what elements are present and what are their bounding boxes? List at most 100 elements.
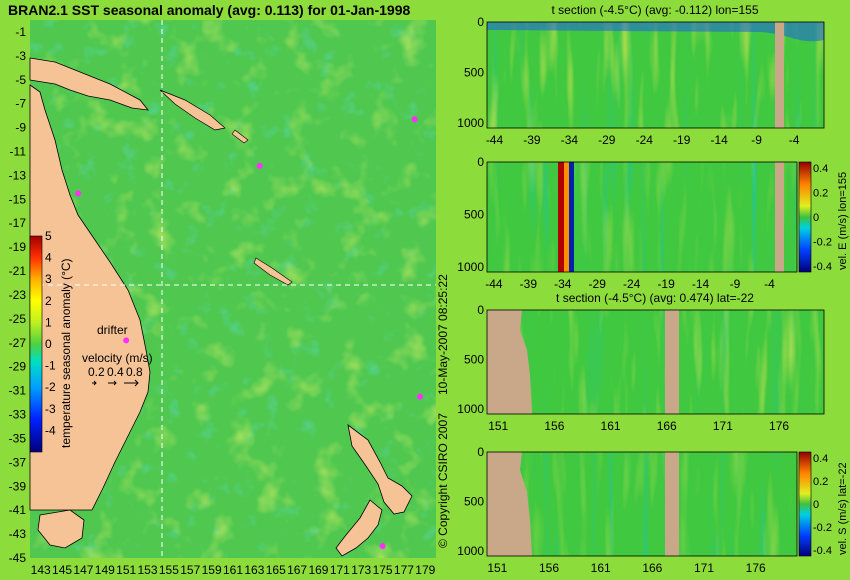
sst-colorbar-tick: 5 <box>45 229 52 243</box>
section-x-tick: -4 <box>789 133 800 147</box>
vel-colorbar-tick: -0.4 <box>813 545 832 557</box>
new-zealand-north-landmass <box>347 424 413 515</box>
section-x-tick: -4 <box>764 277 775 291</box>
sst-colorbar-tick: 4 <box>45 251 52 265</box>
section-x-tick: 151 <box>488 419 508 433</box>
section-y-tick: 0 <box>477 155 484 169</box>
map-x-tick-label: 165 <box>266 563 286 577</box>
drifter-marker <box>75 190 82 197</box>
map-y-tick-label: -11 <box>10 145 27 159</box>
new-britain-landmass <box>159 89 226 131</box>
drifter-marker <box>123 337 130 344</box>
map-y-tick-label: -25 <box>9 312 27 326</box>
section-x-tick: -14 <box>692 277 710 291</box>
section-x-tick: 176 <box>769 419 789 433</box>
section-x-tick: -34 <box>554 277 572 291</box>
map-y-tick-label: -37 <box>9 455 27 469</box>
map-x-ticks: 143 145 147 149 151 153 155 157 159 161 163 165 167 1… <box>31 563 436 577</box>
t-section-lon-land <box>775 22 784 128</box>
map-y-tick-label: -41 <box>9 503 27 517</box>
map-y-tick-label: -43 <box>9 527 27 541</box>
velocity-tick-1: 0.2 <box>88 365 105 379</box>
vel-colorbar-tick: -0.4 <box>813 261 832 273</box>
sst-colorbar-tick: 2 <box>45 294 52 308</box>
map-x-tick-label: 147 <box>73 563 93 577</box>
t-section-lat-title: t section (-4.5°C) (avg: 0.474) lat=-22 <box>556 291 754 305</box>
map-y-tick-label: -23 <box>9 288 27 302</box>
map-legend: drifter velocity (m/s) 0.2 0.4 0.8 <box>82 323 153 387</box>
section-x-tick: -39 <box>520 277 538 291</box>
timestamp-text: 10-May-2007 08:25:22 <box>436 274 450 395</box>
vel-colorbar-tick: 0.4 <box>813 163 828 175</box>
section-x-tick: 166 <box>642 561 662 575</box>
map-y-tick-label: -1 <box>15 25 26 39</box>
map-y-tick-label: -39 <box>9 479 27 493</box>
section-x-tick: 156 <box>544 419 564 433</box>
map-x-tick-label: 179 <box>415 563 435 577</box>
australia-landmass <box>29 84 151 511</box>
vel-colorbar-tick: 0.2 <box>813 188 828 200</box>
t-section-lon-panel: t section (-4.5°C) (avg: -0.112) lon=155 <box>486 3 825 129</box>
map-x-tick-label: 171 <box>330 563 350 577</box>
map-y-tick-label: -21 <box>9 264 27 278</box>
section-x-tick: -44 <box>486 133 504 147</box>
drifter-label: drifter <box>97 323 128 337</box>
sst-colorbar-tick: -3 <box>45 402 56 416</box>
map-x-tick-label: 153 <box>138 563 158 577</box>
section-y-tick: 500 <box>464 65 484 79</box>
t-section-lat-land <box>487 310 532 414</box>
section-x-tick: 166 <box>657 419 677 433</box>
t-section-lat-panel: t section (-4.5°C) (avg: 0.474) lat=-22 <box>486 291 825 415</box>
section-y-tick: 1000 <box>457 116 484 130</box>
section-x-tick: 151 <box>487 561 507 575</box>
section-y-tick: 500 <box>464 353 484 367</box>
drifter-marker <box>416 393 423 400</box>
vel-colorbar-tick: -0.2 <box>813 522 832 534</box>
section-x-tick: 161 <box>601 419 621 433</box>
section-x-tick: 161 <box>591 561 611 575</box>
section-x-tick: -9 <box>751 133 762 147</box>
section-y-tick: 500 <box>464 207 484 221</box>
sst-colorbar-tick: 3 <box>45 272 52 286</box>
sst-colorbar-tick: -1 <box>45 359 56 373</box>
map-x-tick-label: 149 <box>95 563 115 577</box>
velocity-tick-3: 0.8 <box>126 365 143 379</box>
map-x-tick-label: 145 <box>52 563 72 577</box>
vel-e-lon-panel: 0.4 0.2 0 -0.2 -0.4 vel. E (m/s) lon=155 <box>486 161 849 273</box>
drifter-markers <box>75 116 423 550</box>
map-x-tick-label: 167 <box>287 563 307 577</box>
sst-colorbar-tick: 1 <box>45 315 52 329</box>
section-x-tick: -24 <box>623 277 641 291</box>
new-zealand-south-landmass <box>335 499 383 557</box>
map-panel: -1-3-5-7-9-11-13-15-17-19-21-23-25-27-29… <box>9 20 436 577</box>
vel-e-colorbar <box>798 161 812 273</box>
map-y-ticks: -1 -3 -5 -7 -9 -11 -13 -15 -17 -19 -21 -23 -25 -27 -29… <box>9 25 27 565</box>
section-x-tick: -14 <box>710 133 728 147</box>
copyright-text: © Copyright CSIRO 2007 <box>436 413 450 548</box>
map-y-tick-label: -45 <box>9 551 27 565</box>
section-x-tick: -19 <box>673 133 691 147</box>
velocity-label: velocity (m/s) <box>82 351 153 365</box>
section-x-tick: -44 <box>485 277 503 291</box>
sst-colorbar-label: temperature seasonal anomaly (°C) <box>59 258 73 448</box>
main-title: BRAN2.1 SST seasonal anomaly (avg: 0.113… <box>8 2 410 18</box>
section-y-tick: 1000 <box>457 402 484 416</box>
map-x-tick-label: 151 <box>116 563 136 577</box>
map-y-tick-label: -31 <box>9 384 27 398</box>
section-y-tick: 500 <box>464 495 484 509</box>
vel-colorbar-tick: 0.2 <box>813 476 828 488</box>
section-x-tick: 176 <box>746 561 766 575</box>
section-x-tick: -24 <box>636 133 654 147</box>
section-x-tick: -34 <box>561 133 579 147</box>
sst-colorbar-tick: 0 <box>45 337 52 351</box>
map-x-tick-label: 177 <box>394 563 414 577</box>
section-x-tick: -29 <box>589 277 607 291</box>
vel-s-colorbar <box>798 451 812 557</box>
new-guinea-landmass <box>29 57 149 111</box>
drifter-marker <box>256 162 263 169</box>
section-x-tick: 171 <box>713 419 733 433</box>
drifter-marker <box>379 543 386 550</box>
new-caledonia-landmass <box>253 257 293 286</box>
map-y-tick-label: -19 <box>9 240 27 254</box>
